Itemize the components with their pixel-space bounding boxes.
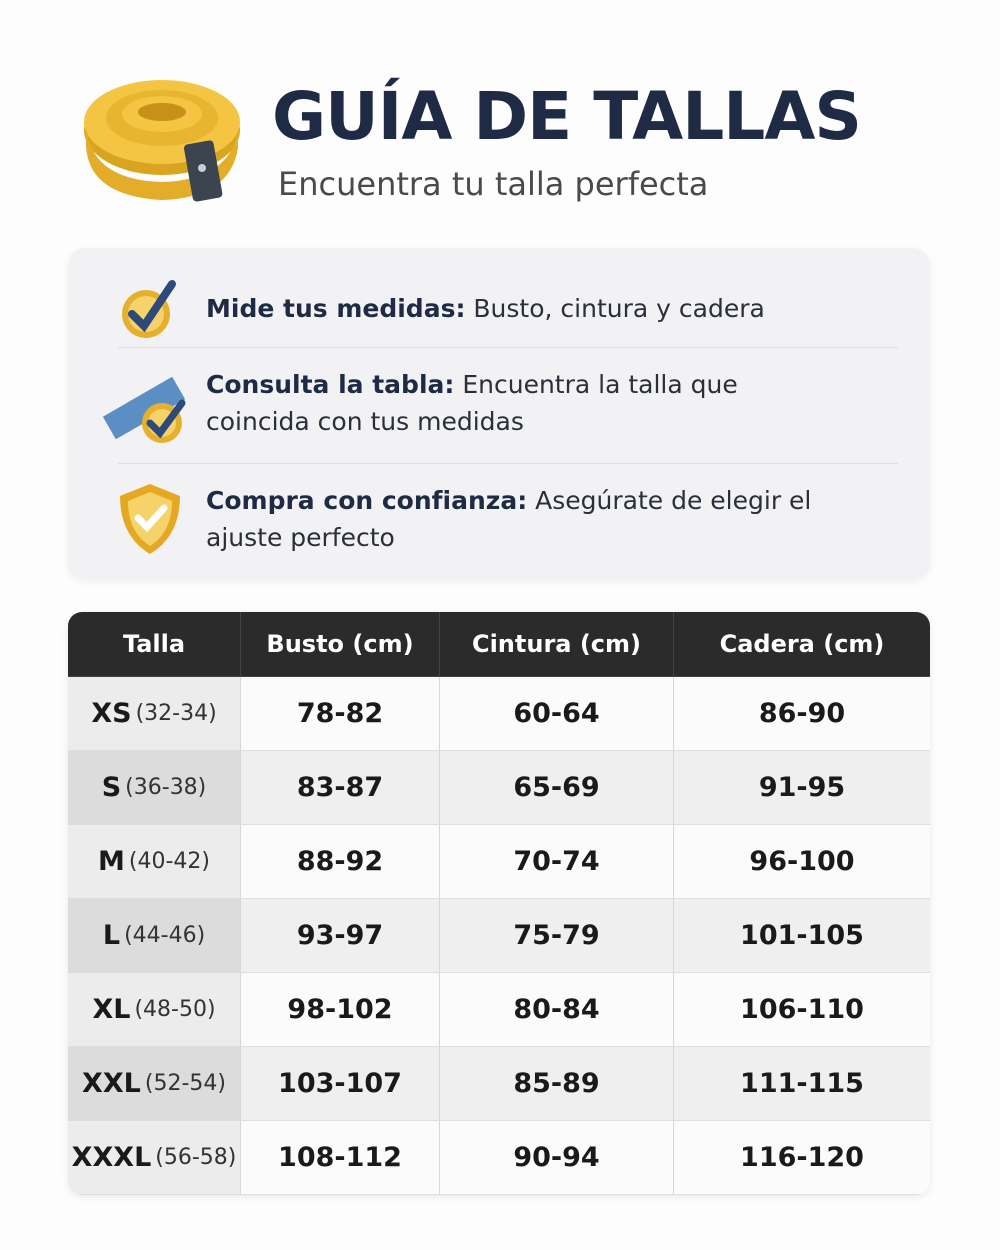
ruler-icon <box>102 376 186 443</box>
table-row: XXXL (56-58) 108-112 90-94 116-120 <box>68 1121 930 1195</box>
header: GUÍA DE TALLAS Encuentra tu talla perfec… <box>80 70 960 210</box>
step: Mide tus medidas: Busto, cintura y cader… <box>108 270 898 350</box>
measure-cell: 65-69 <box>440 751 674 825</box>
size-range: (48-50) <box>134 997 216 1022</box>
measure-cell: 86-90 <box>674 677 930 751</box>
table-row: XS (32-34) 78-82 60-64 86-90 <box>68 677 930 751</box>
size-name: XXXL <box>71 1142 152 1173</box>
measure-cell: 88-92 <box>241 825 440 899</box>
table-row: M (40-42) 88-92 70-74 96-100 <box>68 825 930 899</box>
column-header: Cintura (cm) <box>440 612 674 677</box>
step-label: Compra con confianza: <box>206 486 528 515</box>
table-row: L (44-46) 93-97 75-79 101-105 <box>68 899 930 973</box>
size-cell: L (44-46) <box>68 899 241 973</box>
size-range: (32-34) <box>135 701 217 726</box>
size-name: L <box>102 920 121 951</box>
measure-cell: 111-115 <box>674 1047 930 1121</box>
separator <box>118 463 898 464</box>
size-cell: M (40-42) <box>68 825 241 899</box>
column-header: Talla <box>68 612 241 677</box>
size-range: (52-54) <box>144 1071 226 1096</box>
size-table: Talla Busto (cm) Cintura (cm) Cadera (cm) XS… <box>68 612 930 1195</box>
step-text: Mide tus medidas: Busto, cintura y cader… <box>206 290 846 327</box>
measure-cell: 83-87 <box>241 751 440 825</box>
column-header: Cadera (cm) <box>674 612 930 677</box>
measure-cell: 93-97 <box>241 899 440 973</box>
step-text: Consulta la tabla: Encuentra la talla qu… <box>206 366 846 440</box>
measure-cell: 85-89 <box>440 1047 674 1121</box>
measure-cell: 90-94 <box>440 1121 674 1195</box>
step-body: Asegúrate de elegir el ajuste perfecto <box>206 486 812 552</box>
size-name: S <box>101 772 122 803</box>
measure-cell: 96-100 <box>674 825 930 899</box>
size-cell: XXXL (56-58) <box>68 1121 241 1195</box>
table-row: XXL (52-54) 103-107 85-89 111-115 <box>68 1047 930 1121</box>
measure-cell: 78-82 <box>241 677 440 751</box>
step: Compra con confianza: Asegúrate de elegi… <box>108 476 898 576</box>
measure-cell: 70-74 <box>440 825 674 899</box>
column-header: Busto (cm) <box>241 612 440 677</box>
step-text: Compra con confianza: Asegúrate de elegi… <box>206 482 846 556</box>
table-row: XL (48-50) 98-102 80-84 106-110 <box>68 973 930 1047</box>
size-name: XXL <box>82 1068 141 1099</box>
size-cell: XL (48-50) <box>68 973 241 1047</box>
measure-cell: 75-79 <box>440 899 674 973</box>
measure-cell: 60-64 <box>440 677 674 751</box>
size-range: (56-58) <box>155 1145 237 1170</box>
step: Consulta la tabla: Encuentra la talla qu… <box>102 360 898 460</box>
step-body: Busto, cintura y cadera <box>473 294 765 323</box>
size-cell: XXL (52-54) <box>68 1047 241 1121</box>
size-name: XL <box>92 994 131 1025</box>
size-name: M <box>98 846 125 877</box>
step-label: Consulta la tabla: <box>206 370 455 399</box>
subtitle: Encuentra tu talla perfecta <box>278 165 709 203</box>
size-cell: S (36-38) <box>68 751 241 825</box>
table-row: S (36-38) 83-87 65-69 91-95 <box>68 751 930 825</box>
size-name: XS <box>91 698 132 729</box>
measure-cell: 91-95 <box>674 751 930 825</box>
size-cell: XS (32-34) <box>68 677 241 751</box>
measure-cell: 80-84 <box>440 973 674 1047</box>
steps-card: Mide tus medidas: Busto, cintura y cader… <box>68 248 930 580</box>
shield-icon <box>120 484 180 554</box>
title: GUÍA DE TALLAS <box>272 78 862 155</box>
step-body: Encuentra la talla que coincida con tus … <box>206 370 738 436</box>
measure-cell: 108-112 <box>241 1121 440 1195</box>
measure-cell: 106-110 <box>674 973 930 1047</box>
measure-cell: 98-102 <box>241 973 440 1047</box>
tape-icon <box>84 80 240 202</box>
size-range: (36-38) <box>125 775 207 800</box>
check-icon <box>122 280 176 338</box>
header-row: Talla Busto (cm) Cintura (cm) Cadera (cm) <box>68 612 930 677</box>
separator <box>118 347 898 348</box>
measure-cell: 103-107 <box>241 1047 440 1121</box>
size-range: (40-42) <box>128 849 210 874</box>
measure-cell: 116-120 <box>674 1121 930 1195</box>
size-range: (44-46) <box>124 923 206 948</box>
step-label: Mide tus medidas: <box>206 294 466 323</box>
measure-cell: 101-105 <box>674 899 930 973</box>
